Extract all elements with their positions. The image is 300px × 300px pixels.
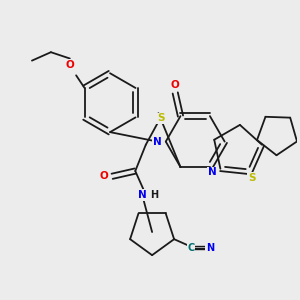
- Text: N: N: [153, 136, 162, 147]
- Text: C: C: [187, 243, 195, 253]
- Text: O: O: [65, 60, 74, 70]
- Text: S: S: [248, 173, 256, 183]
- Text: O: O: [171, 80, 180, 89]
- Text: N: N: [206, 243, 214, 253]
- Text: O: O: [99, 171, 108, 181]
- Text: S: S: [157, 113, 164, 124]
- Text: N: N: [208, 167, 216, 177]
- Text: N: N: [138, 190, 147, 200]
- Text: H: H: [150, 190, 158, 200]
